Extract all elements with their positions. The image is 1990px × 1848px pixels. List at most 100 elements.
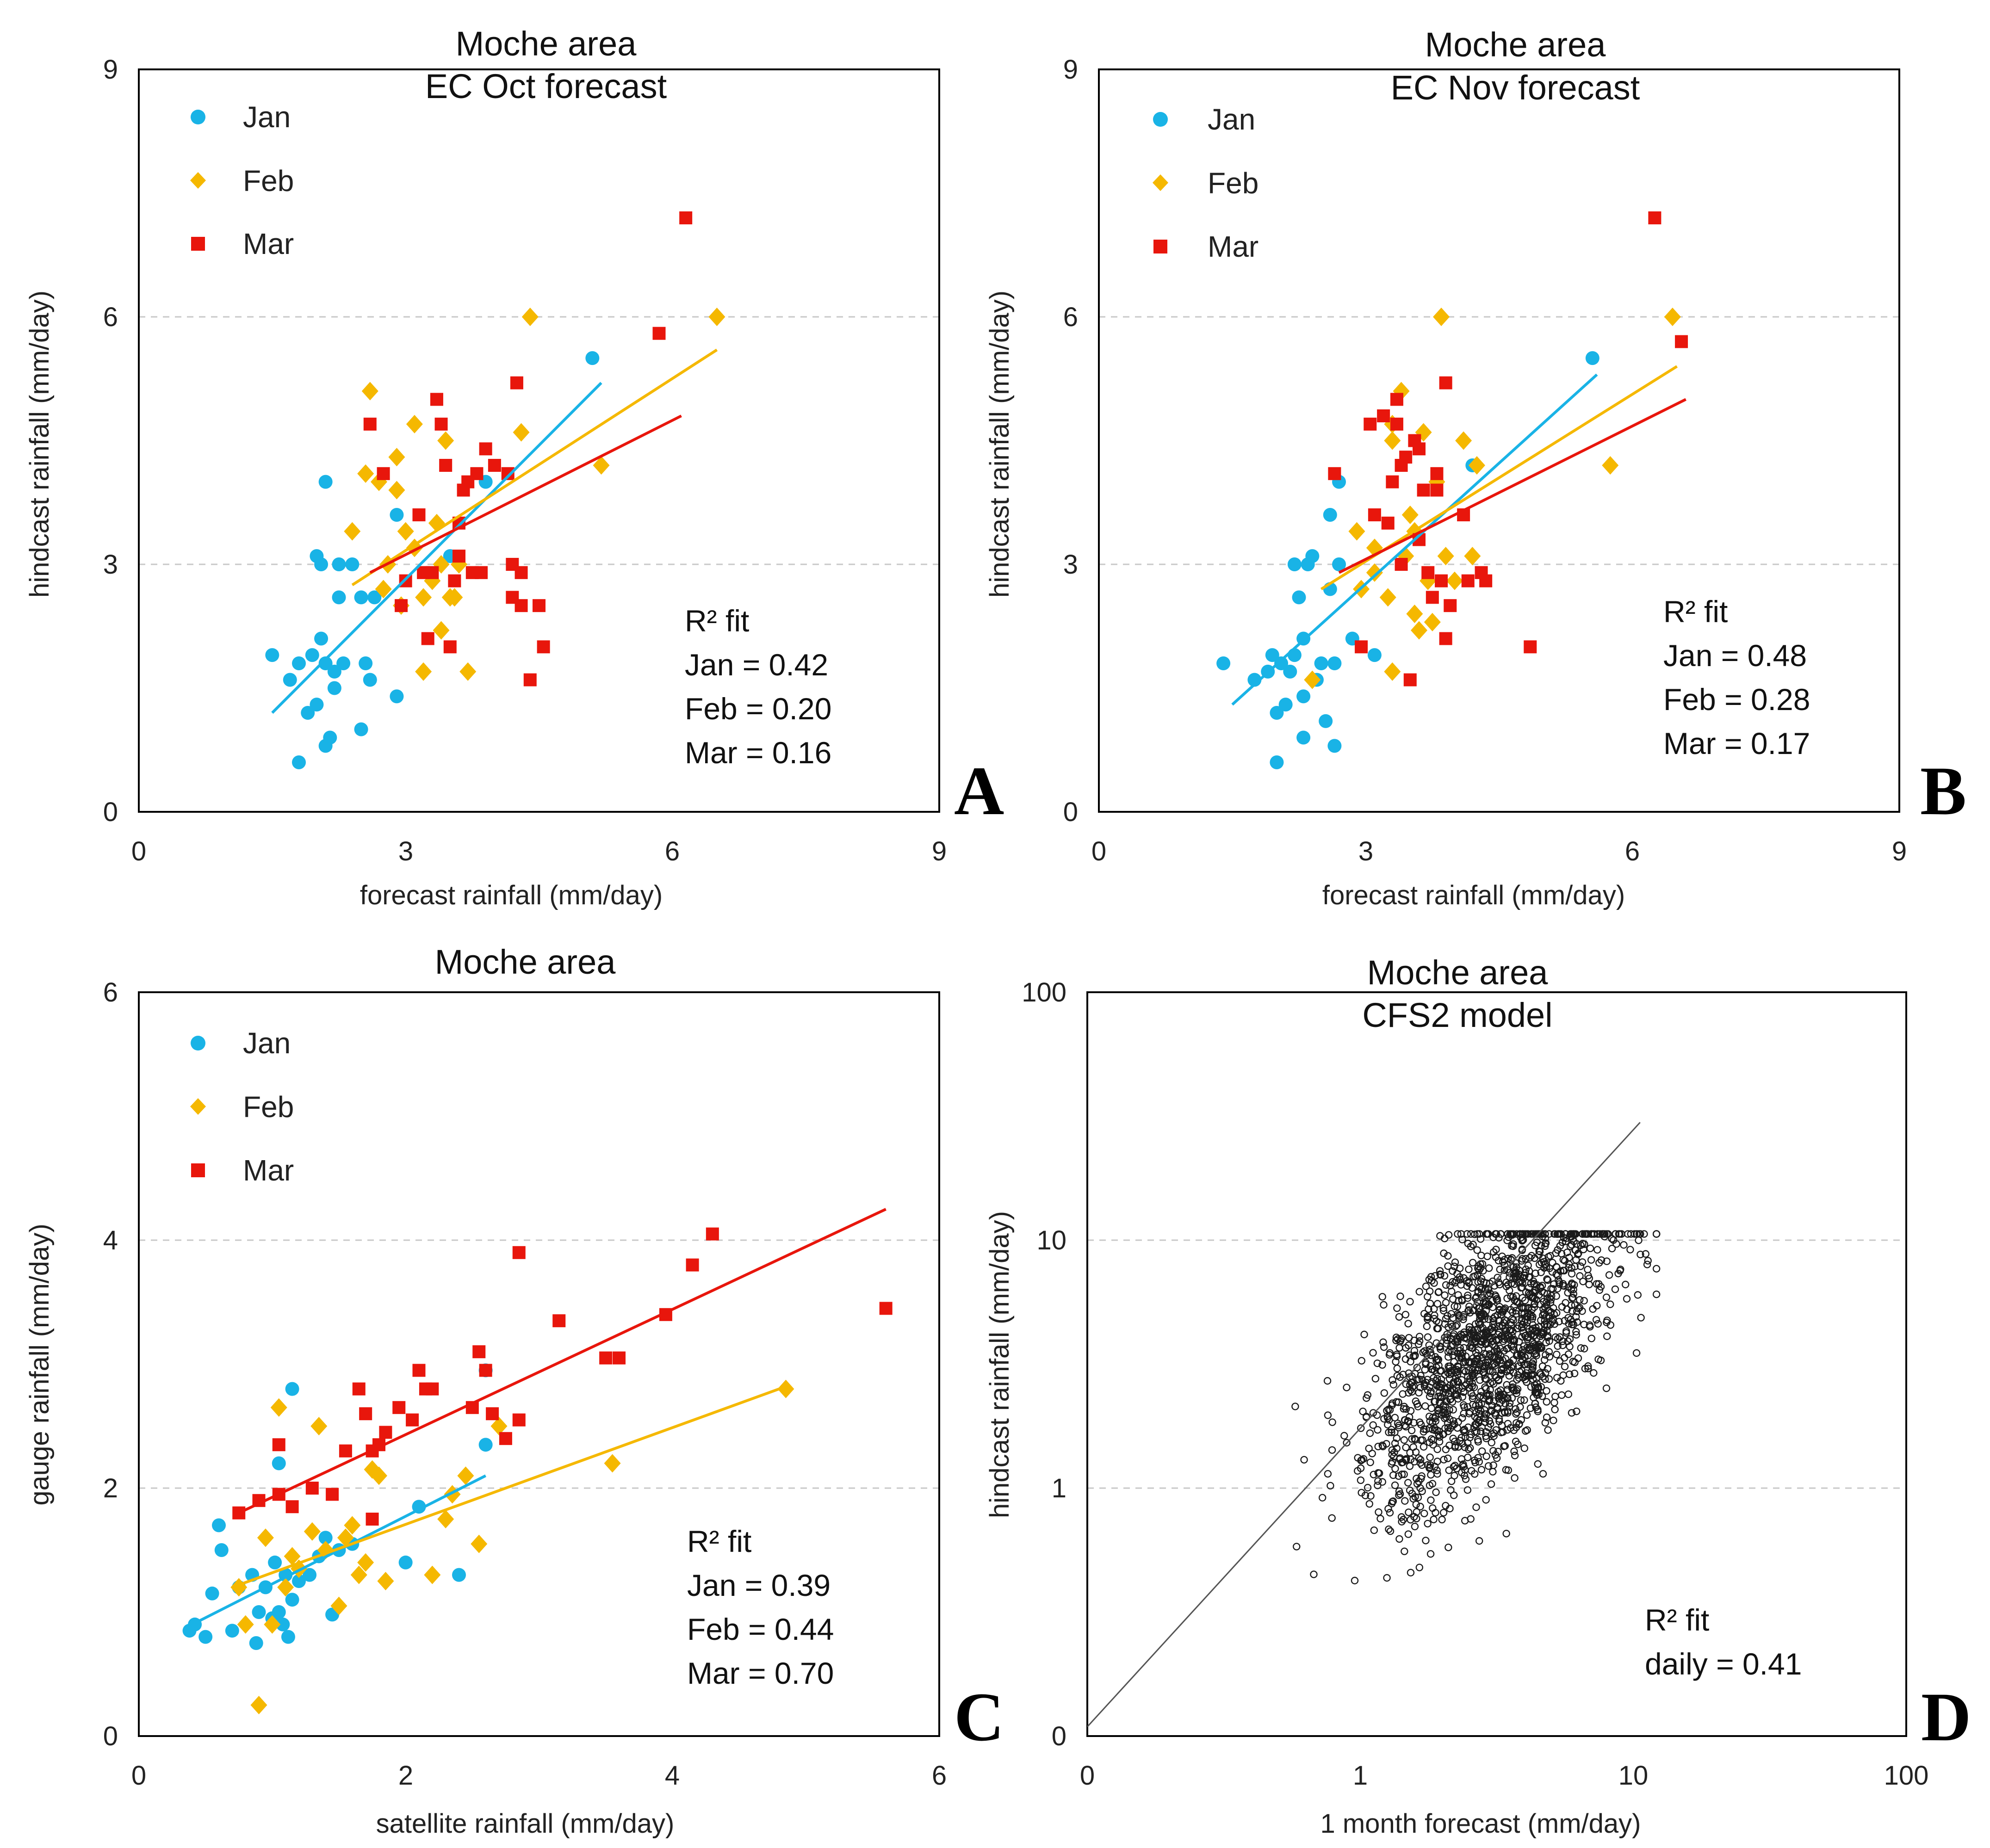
point-a-mar-1 bbox=[377, 467, 390, 480]
point-d-daily-1096 bbox=[1386, 1527, 1395, 1535]
panel-c: Moche area 0 2 4 6 0 2 4 6 satellite rai… bbox=[25, 943, 1004, 1839]
point-d-daily-1476 bbox=[1483, 1358, 1491, 1366]
point-c-mar-14 bbox=[392, 1401, 406, 1414]
point-d-daily-1290 bbox=[1433, 1300, 1442, 1308]
point-d-daily-415 bbox=[1500, 1347, 1508, 1355]
point-d-daily-1061 bbox=[1454, 1367, 1462, 1375]
point-d-daily-1166 bbox=[1541, 1242, 1549, 1250]
point-a-jan-0 bbox=[265, 648, 279, 662]
point-d-daily-1351 bbox=[1416, 1484, 1424, 1492]
point-c-feb-27 bbox=[777, 1379, 794, 1398]
point-a-mar-12 bbox=[448, 574, 461, 587]
point-d-daily-1658 bbox=[1562, 1230, 1570, 1238]
point-d-daily-1431 bbox=[1393, 1444, 1401, 1452]
point-d-daily-323 bbox=[1524, 1230, 1532, 1238]
ytick-c-4: 4 bbox=[103, 1225, 118, 1255]
point-d-daily-1350 bbox=[1513, 1263, 1520, 1271]
point-d-daily-996 bbox=[1489, 1461, 1497, 1469]
point-b-jan-7 bbox=[1278, 698, 1293, 712]
xtick-b-0: 0 bbox=[1091, 836, 1106, 866]
point-d-daily-1562 bbox=[1378, 1361, 1386, 1369]
point-b-mar-24 bbox=[1444, 599, 1457, 612]
point-d-daily-181 bbox=[1395, 1535, 1403, 1543]
point-d-daily-1411 bbox=[1432, 1412, 1439, 1421]
point-d-daily-1575 bbox=[1517, 1396, 1525, 1404]
point-d-daily-1173 bbox=[1541, 1303, 1549, 1311]
point-d-daily-1597 bbox=[1508, 1394, 1516, 1402]
legend-label-b-feb: Feb bbox=[1208, 167, 1258, 200]
point-d-daily-475 bbox=[1404, 1320, 1412, 1328]
point-d-daily-1639 bbox=[1556, 1280, 1563, 1288]
point-a-jan-6 bbox=[310, 698, 324, 712]
point-d-daily-1266 bbox=[1478, 1354, 1486, 1361]
point-d-daily-1396 bbox=[1388, 1426, 1395, 1434]
point-a-jan-23 bbox=[363, 673, 377, 687]
point-d-daily-827 bbox=[1537, 1316, 1545, 1324]
point-a-feb-23 bbox=[513, 423, 530, 442]
point-d-daily-1472 bbox=[1573, 1318, 1581, 1326]
point-d-daily-248 bbox=[1351, 1576, 1359, 1585]
point-d-daily-1124 bbox=[1424, 1520, 1432, 1527]
point-d-daily-221 bbox=[1370, 1526, 1378, 1534]
point-d-daily-1468 bbox=[1468, 1284, 1476, 1292]
point-d-daily-50 bbox=[1478, 1447, 1486, 1455]
point-d-daily-952 bbox=[1561, 1257, 1569, 1265]
point-d-daily-879 bbox=[1395, 1313, 1403, 1321]
point-d-daily-1321 bbox=[1517, 1359, 1525, 1366]
point-d-daily-1652 bbox=[1462, 1334, 1470, 1341]
point-d-daily-1327 bbox=[1380, 1415, 1388, 1423]
point-d-daily-652 bbox=[1568, 1270, 1576, 1278]
point-d-daily-1333 bbox=[1410, 1382, 1418, 1390]
point-d-daily-1643 bbox=[1507, 1363, 1515, 1372]
point-d-daily-1534 bbox=[1435, 1389, 1443, 1397]
point-c-jan-26 bbox=[398, 1555, 413, 1570]
point-d-daily-426 bbox=[1388, 1451, 1396, 1459]
point-d-daily-1615 bbox=[1439, 1508, 1448, 1517]
point-d-daily-1288 bbox=[1468, 1467, 1475, 1475]
subtitle-d: CFS2 model bbox=[1362, 996, 1552, 1034]
point-d-daily-1473 bbox=[1525, 1289, 1533, 1297]
point-d-daily-1548 bbox=[1492, 1373, 1500, 1382]
xlabel-b: forecast rainfall (mm/day) bbox=[1322, 880, 1625, 910]
point-d-daily-152 bbox=[1608, 1244, 1616, 1253]
point-d-daily-1624 bbox=[1485, 1397, 1493, 1404]
point-b-feb-23 bbox=[1464, 547, 1481, 566]
point-a-jan-4 bbox=[301, 706, 315, 720]
point-d-daily-1480 bbox=[1526, 1404, 1535, 1412]
point-d-daily-384 bbox=[1501, 1442, 1509, 1450]
point-d-daily-1593 bbox=[1543, 1327, 1551, 1335]
point-d-daily-1631 bbox=[1439, 1409, 1447, 1417]
point-b-jan-19 bbox=[1319, 714, 1333, 728]
point-d-daily-1041 bbox=[1453, 1334, 1461, 1342]
point-d-daily-1040 bbox=[1446, 1505, 1454, 1513]
point-d-daily-1416 bbox=[1594, 1355, 1602, 1363]
point-d-daily-439 bbox=[1439, 1304, 1447, 1312]
point-d-daily-1614 bbox=[1461, 1517, 1469, 1525]
point-d-daily-1428 bbox=[1501, 1304, 1509, 1312]
point-d-daily-1612 bbox=[1536, 1261, 1544, 1268]
point-d-daily-1509 bbox=[1414, 1340, 1423, 1348]
point-d-daily-669 bbox=[1374, 1442, 1382, 1451]
point-d-daily-1089 bbox=[1549, 1285, 1557, 1293]
point-d-daily-1610 bbox=[1496, 1356, 1504, 1364]
point-d-daily-807 bbox=[1482, 1452, 1490, 1460]
point-d-daily-1663 bbox=[1551, 1392, 1559, 1401]
point-d-daily-1222 bbox=[1496, 1266, 1504, 1273]
point-d-daily-1650 bbox=[1481, 1410, 1488, 1418]
plot-frame-c bbox=[138, 991, 940, 1737]
point-d-daily-1063 bbox=[1562, 1299, 1569, 1307]
point-d-daily-1298 bbox=[1461, 1433, 1469, 1441]
point-d-daily-1657 bbox=[1546, 1294, 1554, 1302]
point-d-daily-630 bbox=[1569, 1290, 1578, 1298]
point-d-daily-1446 bbox=[1365, 1500, 1373, 1508]
point-d-daily-1654 bbox=[1477, 1313, 1486, 1321]
point-d-daily-752 bbox=[1489, 1368, 1497, 1376]
point-c-mar-6 bbox=[326, 1488, 339, 1501]
point-d-daily-1355 bbox=[1592, 1316, 1600, 1324]
point-d-daily-513 bbox=[1375, 1508, 1382, 1516]
point-d-daily-645 bbox=[1450, 1417, 1457, 1425]
point-c-jan-32 bbox=[272, 1456, 286, 1471]
point-d-daily-1683 bbox=[1396, 1373, 1404, 1381]
point-d-daily-1458 bbox=[1549, 1304, 1557, 1312]
legend-label-c-mar: Mar bbox=[243, 1154, 294, 1187]
